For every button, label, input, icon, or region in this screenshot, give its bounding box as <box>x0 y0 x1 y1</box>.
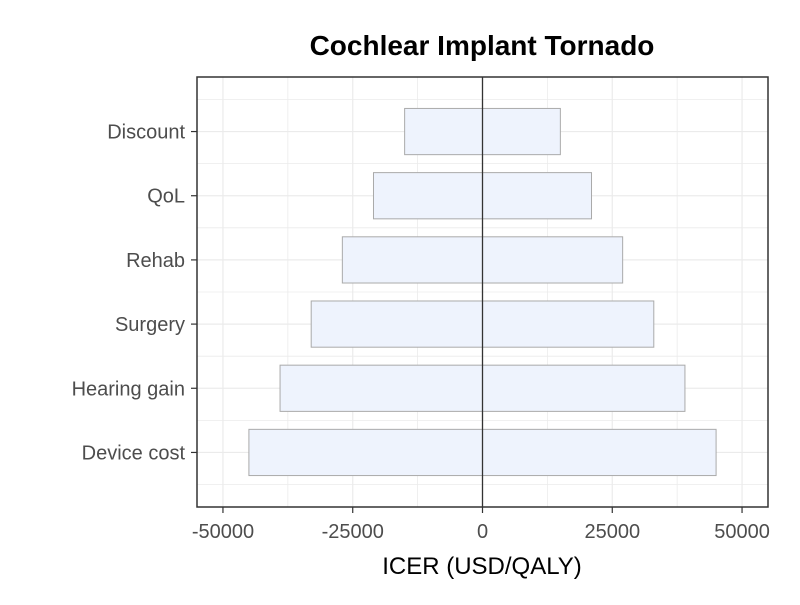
x-tick-label: -25000 <box>322 521 384 543</box>
x-tick-label: 0 <box>477 521 488 543</box>
x-tick-label: 50000 <box>714 521 770 543</box>
chart-title: Cochlear Implant Tornado <box>310 30 655 61</box>
y-tick-label: Device cost <box>82 442 186 464</box>
y-tick-label: Discount <box>107 122 185 144</box>
y-tick-label: Hearing gain <box>72 378 185 400</box>
y-tick-label: QoL <box>147 186 185 208</box>
y-tick-label: Rehab <box>126 250 185 272</box>
axis-layer: -50000 -25000 0 25000 50000 Device cost Hearin… <box>72 122 770 543</box>
y-tick-label: Surgery <box>115 314 185 336</box>
x-tick-label: 25000 <box>584 521 640 543</box>
x-tick-label: -50000 <box>192 521 254 543</box>
x-axis-title: ICER (USD/QALY) <box>382 553 582 580</box>
